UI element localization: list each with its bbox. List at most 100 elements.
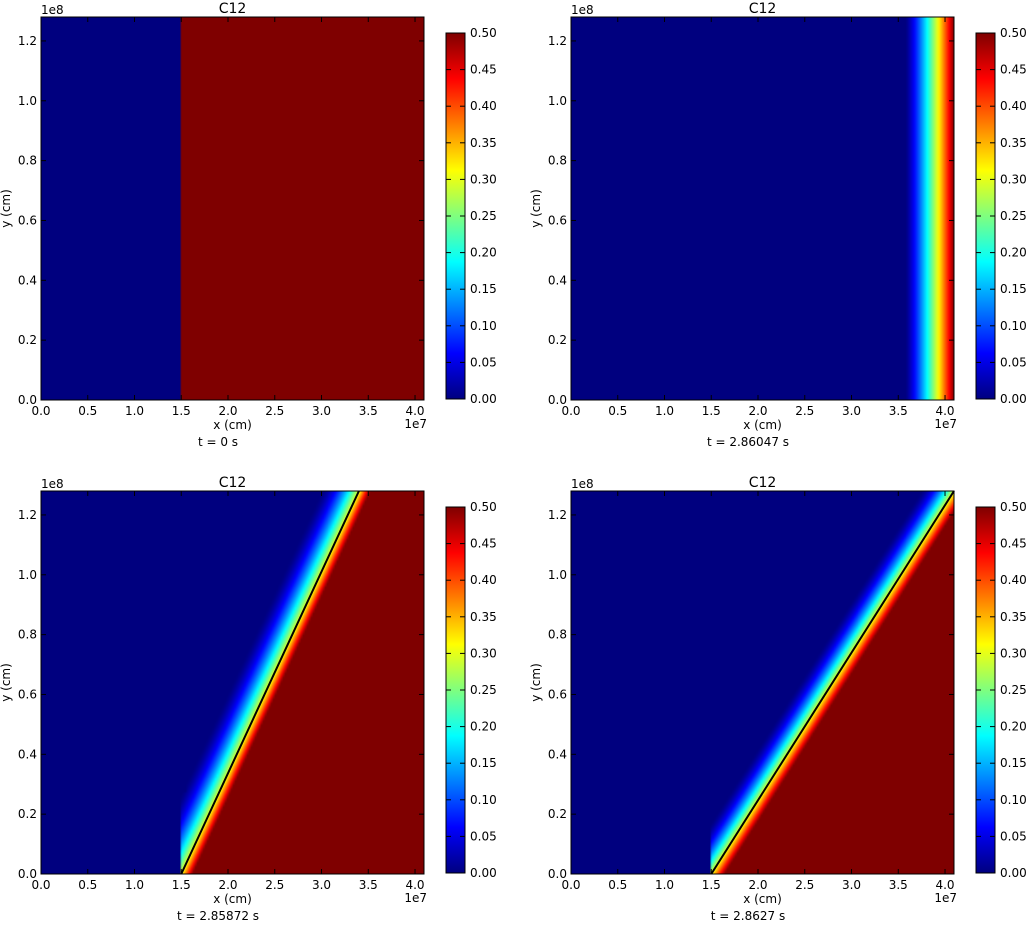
x-tick-label: 2.5: [265, 404, 284, 418]
colorbar-tick-label: 0.50: [470, 26, 497, 40]
y-tick-label: 0.0: [18, 867, 37, 881]
y-tick-label: 0.6: [18, 687, 37, 701]
x-tick-label: 0.0: [561, 878, 580, 892]
x-tick-label: 2.0: [748, 404, 767, 418]
colorbar-tick-label: 0.40: [470, 573, 497, 587]
x-tick-label: 2.5: [795, 404, 814, 418]
axes-frame: [570, 16, 955, 401]
y-tick-label: 0.6: [548, 687, 567, 701]
y-tick-label: 1.0: [548, 94, 567, 108]
y-tick-label: 0.2: [18, 333, 37, 347]
colorbar-tick-label: 0.10: [1000, 793, 1027, 807]
y-tick-label: 0.6: [18, 213, 37, 227]
x-tick-label: 1.5: [172, 878, 191, 892]
x-tick-label: 2.0: [748, 878, 767, 892]
colorbar-tick-label: 0.05: [470, 829, 497, 843]
x-exponent-label: 1e7: [934, 417, 957, 431]
chart-title: C12: [219, 475, 247, 491]
y-tick-label: 0.2: [548, 807, 567, 821]
y-axis-label: y (cm): [529, 663, 543, 702]
colorbar-tick-label: 0.45: [470, 63, 497, 77]
detonation-front-line: [180, 490, 360, 875]
detonation-front-line: [710, 490, 955, 875]
x-tick-label: 3.0: [312, 878, 331, 892]
x-axis-label: x (cm): [743, 892, 782, 906]
colorbar-tick-label: 0.20: [1000, 720, 1027, 734]
colorbar-tick-label: 0.30: [470, 172, 497, 186]
colorbar-tick-label: 0.50: [1000, 26, 1027, 40]
x-tick-label: 1.0: [655, 404, 674, 418]
x-tick-label: 3.5: [889, 404, 908, 418]
colorbar-tick-label: 0.00: [470, 866, 497, 880]
colorbar-tick-label: 0.20: [470, 246, 497, 260]
x-tick-label: 2.5: [265, 878, 284, 892]
colorbar-tick-label: 0.45: [1000, 537, 1027, 551]
y-tick-label: 0.0: [548, 867, 567, 881]
y-tick-label: 0.8: [548, 154, 567, 168]
y-exponent-label: 1e8: [41, 477, 64, 491]
y-tick-label: 1.0: [18, 568, 37, 582]
x-tick-label: 0.5: [608, 404, 627, 418]
x-exponent-label: 1e7: [934, 891, 957, 905]
colorbar-tick-label: 0.30: [1000, 646, 1027, 660]
colorbar-tick-label: 0.25: [1000, 209, 1027, 223]
y-axis-label: y (cm): [529, 189, 543, 228]
axes-frame: [40, 16, 425, 401]
colorbar-tick-label: 0.10: [470, 793, 497, 807]
chart-title: C12: [749, 1, 777, 17]
heatmap-image: [41, 17, 424, 400]
y-exponent-label: 1e8: [571, 477, 594, 491]
heatmap-image: [41, 491, 424, 874]
axes-frame: [40, 490, 425, 875]
x-tick-label: 1.0: [125, 878, 144, 892]
y-axis-label: y (cm): [0, 189, 13, 228]
x-tick-label: 3.0: [842, 878, 861, 892]
colorbar-tick-label: 0.40: [1000, 573, 1027, 587]
x-tick-label: 2.5: [795, 878, 814, 892]
x-tick-label: 3.5: [359, 404, 378, 418]
colorbar-tick-label: 0.05: [470, 355, 497, 369]
y-tick-label: 1.2: [18, 34, 37, 48]
x-axis-label: x (cm): [213, 892, 252, 906]
colorbar-tick-label: 0.40: [470, 99, 497, 113]
colorbar-tick-label: 0.50: [1000, 500, 1027, 514]
y-tick-label: 0.8: [548, 628, 567, 642]
chart-title: C12: [219, 1, 247, 17]
x-tick-label: 0.0: [31, 404, 50, 418]
colorbar-tick-label: 0.25: [1000, 683, 1027, 697]
time-label: t = 2.8627 s: [711, 909, 785, 923]
colorbar-tick-label: 0.15: [470, 756, 497, 770]
x-tick-label: 0.5: [608, 878, 627, 892]
colorbar-tick-label: 0.45: [1000, 63, 1027, 77]
colorbar-tick-label: 0.15: [1000, 756, 1027, 770]
x-tick-label: 3.5: [889, 878, 908, 892]
x-tick-label: 4.0: [405, 878, 424, 892]
y-tick-label: 0.8: [18, 154, 37, 168]
x-tick-label: 4.0: [935, 404, 954, 418]
colorbar-tick-label: 0.10: [470, 319, 497, 333]
colorbar-tick-label: 0.15: [1000, 282, 1027, 296]
x-tick-label: 0.5: [78, 878, 97, 892]
colorbar-tick-label: 0.25: [470, 209, 497, 223]
colorbar-tick-label: 0.05: [1000, 355, 1027, 369]
x-tick-label: 2.0: [218, 404, 237, 418]
y-tick-label: 0.2: [18, 807, 37, 821]
x-tick-label: 0.5: [78, 404, 97, 418]
y-tick-label: 0.0: [18, 393, 37, 407]
colorbar-tick-label: 0.35: [470, 136, 497, 150]
heatmap-image: [571, 491, 954, 874]
x-tick-label: 4.0: [405, 404, 424, 418]
x-tick-label: 0.0: [561, 404, 580, 418]
x-exponent-label: 1e7: [404, 417, 427, 431]
colorbar-tick-label: 0.45: [470, 537, 497, 551]
y-tick-label: 1.2: [18, 508, 37, 522]
y-tick-label: 0.4: [548, 747, 567, 761]
colorbar-tick-label: 0.30: [470, 646, 497, 660]
colorbar-tick-label: 0.20: [1000, 246, 1027, 260]
x-tick-label: 2.0: [218, 878, 237, 892]
x-tick-label: 3.5: [359, 878, 378, 892]
colorbar-tick-label: 0.40: [1000, 99, 1027, 113]
y-tick-label: 0.4: [18, 747, 37, 761]
y-tick-label: 0.6: [548, 213, 567, 227]
